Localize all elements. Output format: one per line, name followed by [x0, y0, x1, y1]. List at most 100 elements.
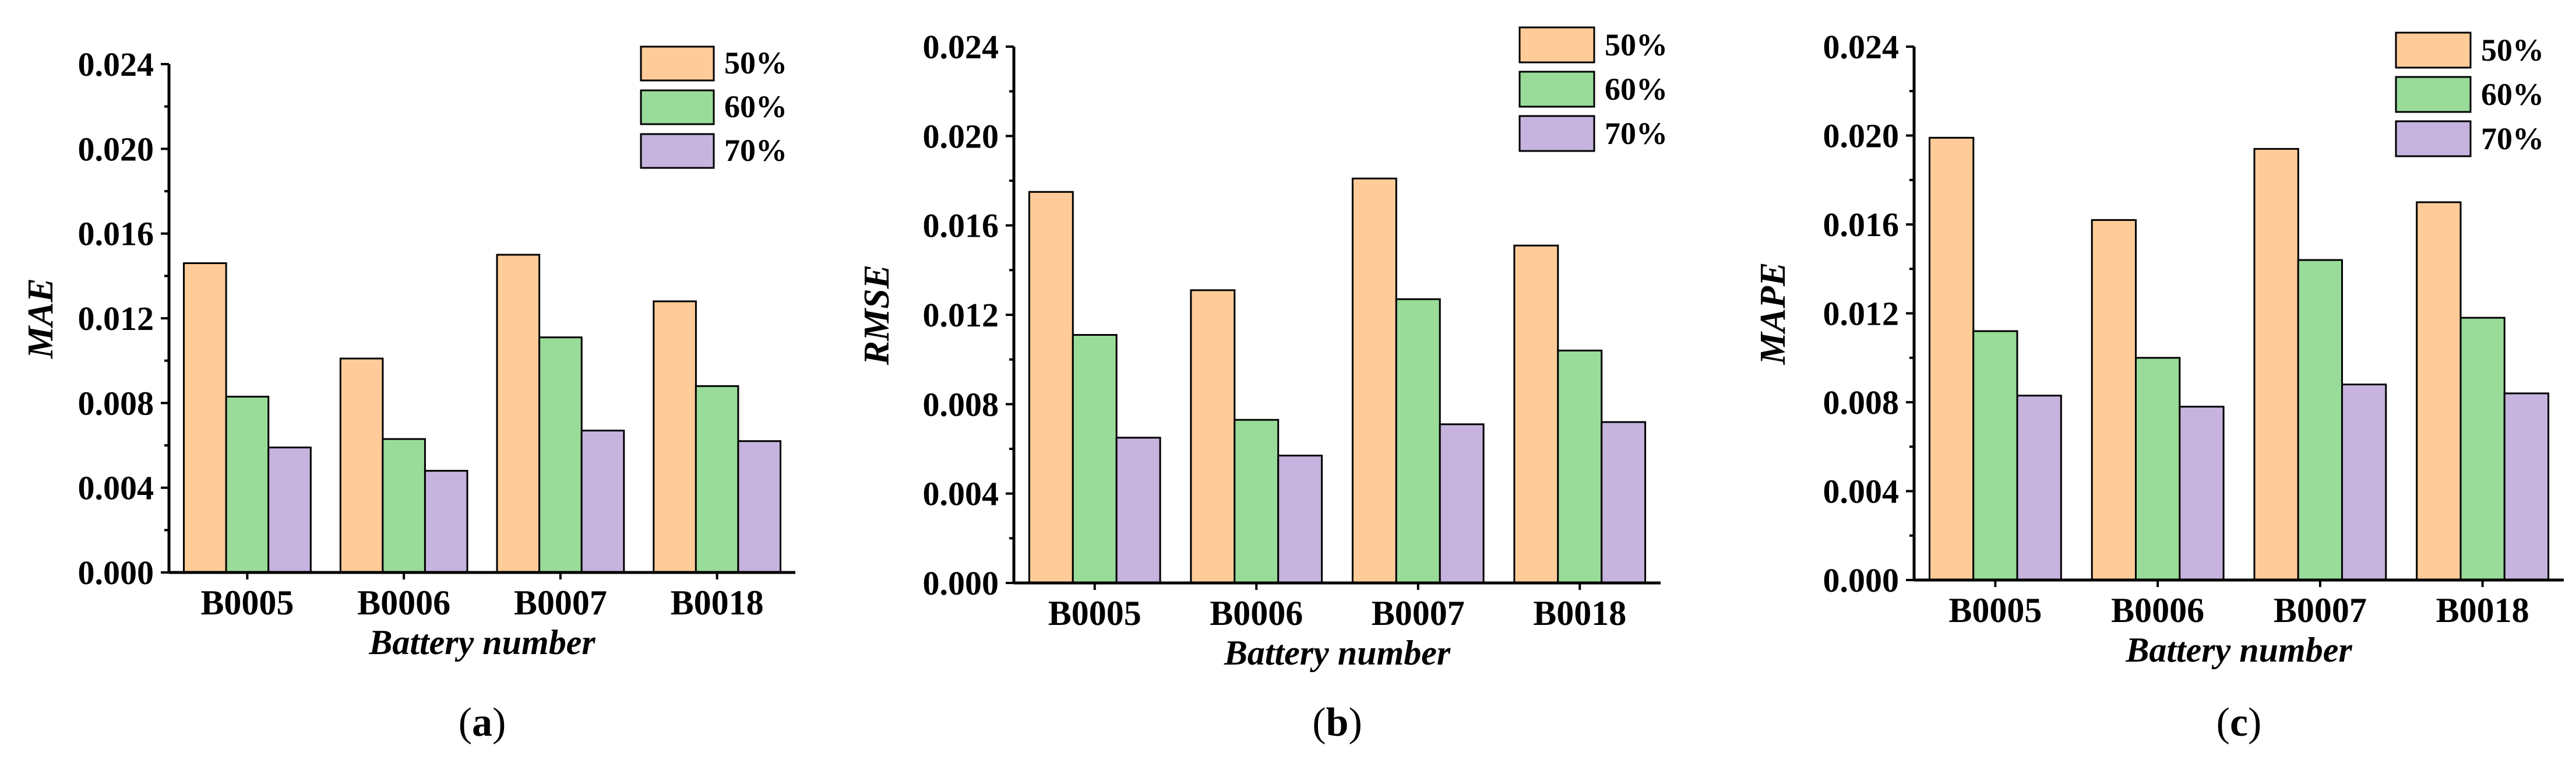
bar-B0018-50%: [653, 300, 697, 574]
y-axis-title: RMSE: [857, 265, 897, 366]
x-tick-label: B0006: [2111, 591, 2204, 630]
bar-B0007-50%: [2253, 147, 2299, 581]
bar-B0007-70%: [580, 430, 625, 574]
bar-B0005-60%: [1072, 334, 1118, 584]
bar-B0018-60%: [1557, 349, 1603, 584]
x-tick-label: B0018: [2436, 591, 2529, 630]
legend-swatch-60%: [2395, 76, 2472, 113]
y-tick-label: 0.012: [78, 300, 154, 338]
y-tick-label: 0.004: [923, 475, 999, 513]
y-tick-label: 0.020: [923, 117, 999, 155]
bar-B0007-70%: [1439, 423, 1485, 584]
legend-label: 70%: [2481, 121, 2544, 156]
panel-label: (a): [459, 700, 506, 745]
y-tick-label: 0.004: [78, 469, 154, 507]
legend-swatch-70%: [1518, 115, 1595, 152]
y-tick-label: 0.024: [923, 28, 999, 66]
bar-B0018-70%: [1601, 421, 1647, 584]
legend-swatch-50%: [1518, 26, 1595, 64]
x-tick-label: B0018: [671, 584, 764, 622]
x-tick-label: B0007: [514, 584, 607, 622]
legend-label: 70%: [1605, 116, 1668, 151]
bar-B0018-60%: [2459, 317, 2505, 581]
bar-B0007-50%: [496, 254, 541, 574]
y-tick-label: 0.000: [923, 564, 999, 602]
legend-swatch-60%: [1518, 71, 1595, 108]
x-tick-label: B0007: [2274, 591, 2367, 630]
legend-label: 70%: [724, 133, 787, 168]
bar-B0018-50%: [1513, 244, 1559, 584]
y-tick-label: 0.008: [923, 385, 999, 423]
bar-B0006-60%: [382, 438, 426, 574]
bar-B0006-60%: [1234, 419, 1280, 584]
bar-B0006-70%: [424, 470, 468, 574]
bar-B0006-70%: [1277, 455, 1323, 584]
y-tick-label: 0.020: [1823, 117, 1900, 155]
y-axis-title: MAPE: [1753, 262, 1793, 366]
bar-B0006-50%: [2091, 219, 2137, 581]
bar-B0006-50%: [339, 357, 384, 574]
y-tick-label: 0.004: [1823, 473, 1900, 511]
x-axis-title: Battery number: [368, 623, 595, 662]
y-tick-label: 0.012: [923, 296, 999, 334]
bar-B0007-60%: [2297, 259, 2343, 581]
chart-panel-a: 0.000 0.004 0.008 0.012 0.016 0.020 0.024 B0005…: [21, 45, 795, 745]
y-tick-label: 0.008: [1823, 384, 1900, 421]
legend-label: 60%: [724, 89, 787, 124]
legend-swatch-50%: [2395, 31, 2472, 69]
legend-swatch-50%: [640, 45, 715, 82]
legend-swatch-70%: [2395, 120, 2472, 157]
y-tick-label: 0.024: [78, 45, 154, 83]
y-tick-label: 0.008: [78, 384, 154, 422]
legend-swatch-70%: [640, 133, 715, 169]
bar-B0018-70%: [737, 440, 782, 574]
bar-B0005-50%: [183, 262, 227, 574]
x-axis-title: Battery number: [2125, 631, 2352, 669]
x-tick-label: B0007: [1372, 594, 1465, 633]
legend-label: 60%: [2481, 77, 2544, 112]
bar-B0007-50%: [1351, 177, 1397, 584]
y-tick-label: 0.016: [78, 215, 154, 253]
bar-B0005-70%: [2016, 395, 2062, 581]
y-tick-label: 0.020: [78, 130, 154, 168]
chart-panel-b: 0.000 0.004 0.008 0.012 0.016 0.020 0.024 B0005…: [857, 26, 1668, 745]
y-tick-label: 0.012: [1823, 295, 1900, 333]
legend-swatch-60%: [640, 89, 715, 125]
y-axis-title: MAE: [21, 278, 61, 359]
legend-label: 50%: [2481, 33, 2544, 68]
chart-panel-c: 0.000 0.004 0.008 0.012 0.016 0.020 0.024 B0005…: [1753, 28, 2564, 745]
y-tick-label: 0.016: [923, 207, 999, 245]
bar-B0005-70%: [1115, 437, 1161, 584]
x-tick-label: B0005: [1048, 594, 1141, 633]
bar-B0007-60%: [538, 336, 583, 574]
legend-label: 50%: [1605, 27, 1668, 62]
y-tick-label: 0.000: [78, 554, 154, 592]
bar-B0007-60%: [1395, 298, 1441, 584]
bar-B0005-50%: [1929, 136, 1975, 581]
panel-label: (c): [2216, 700, 2262, 745]
bar-B0005-60%: [225, 395, 270, 574]
panel-label: (b): [1312, 700, 1362, 745]
bar-B0018-70%: [2503, 392, 2550, 581]
bar-B0006-60%: [2135, 357, 2181, 581]
bar-B0005-70%: [267, 447, 312, 574]
bar-B0007-70%: [2341, 384, 2387, 581]
x-tick-label: B0006: [357, 584, 450, 622]
y-tick-label: 0.024: [1823, 28, 1900, 66]
bar-B0005-50%: [1028, 191, 1074, 584]
bar-B0018-50%: [2416, 201, 2462, 581]
legend-label: 50%: [724, 45, 787, 80]
bar-B0005-60%: [1972, 330, 2018, 581]
x-tick-label: B0018: [1533, 594, 1626, 633]
y-tick-label: 0.000: [1823, 561, 1900, 599]
y-tick-label: 0.016: [1823, 206, 1900, 244]
x-tick-label: B0006: [1210, 594, 1303, 633]
x-tick-label: B0005: [200, 584, 294, 622]
legend-label: 60%: [1605, 72, 1668, 107]
bar-B0006-70%: [2179, 406, 2225, 581]
x-tick-label: B0005: [1948, 591, 2042, 630]
bar-B0006-50%: [1190, 289, 1236, 584]
bar-B0018-60%: [695, 385, 739, 574]
x-axis-title: Battery number: [1224, 634, 1451, 672]
